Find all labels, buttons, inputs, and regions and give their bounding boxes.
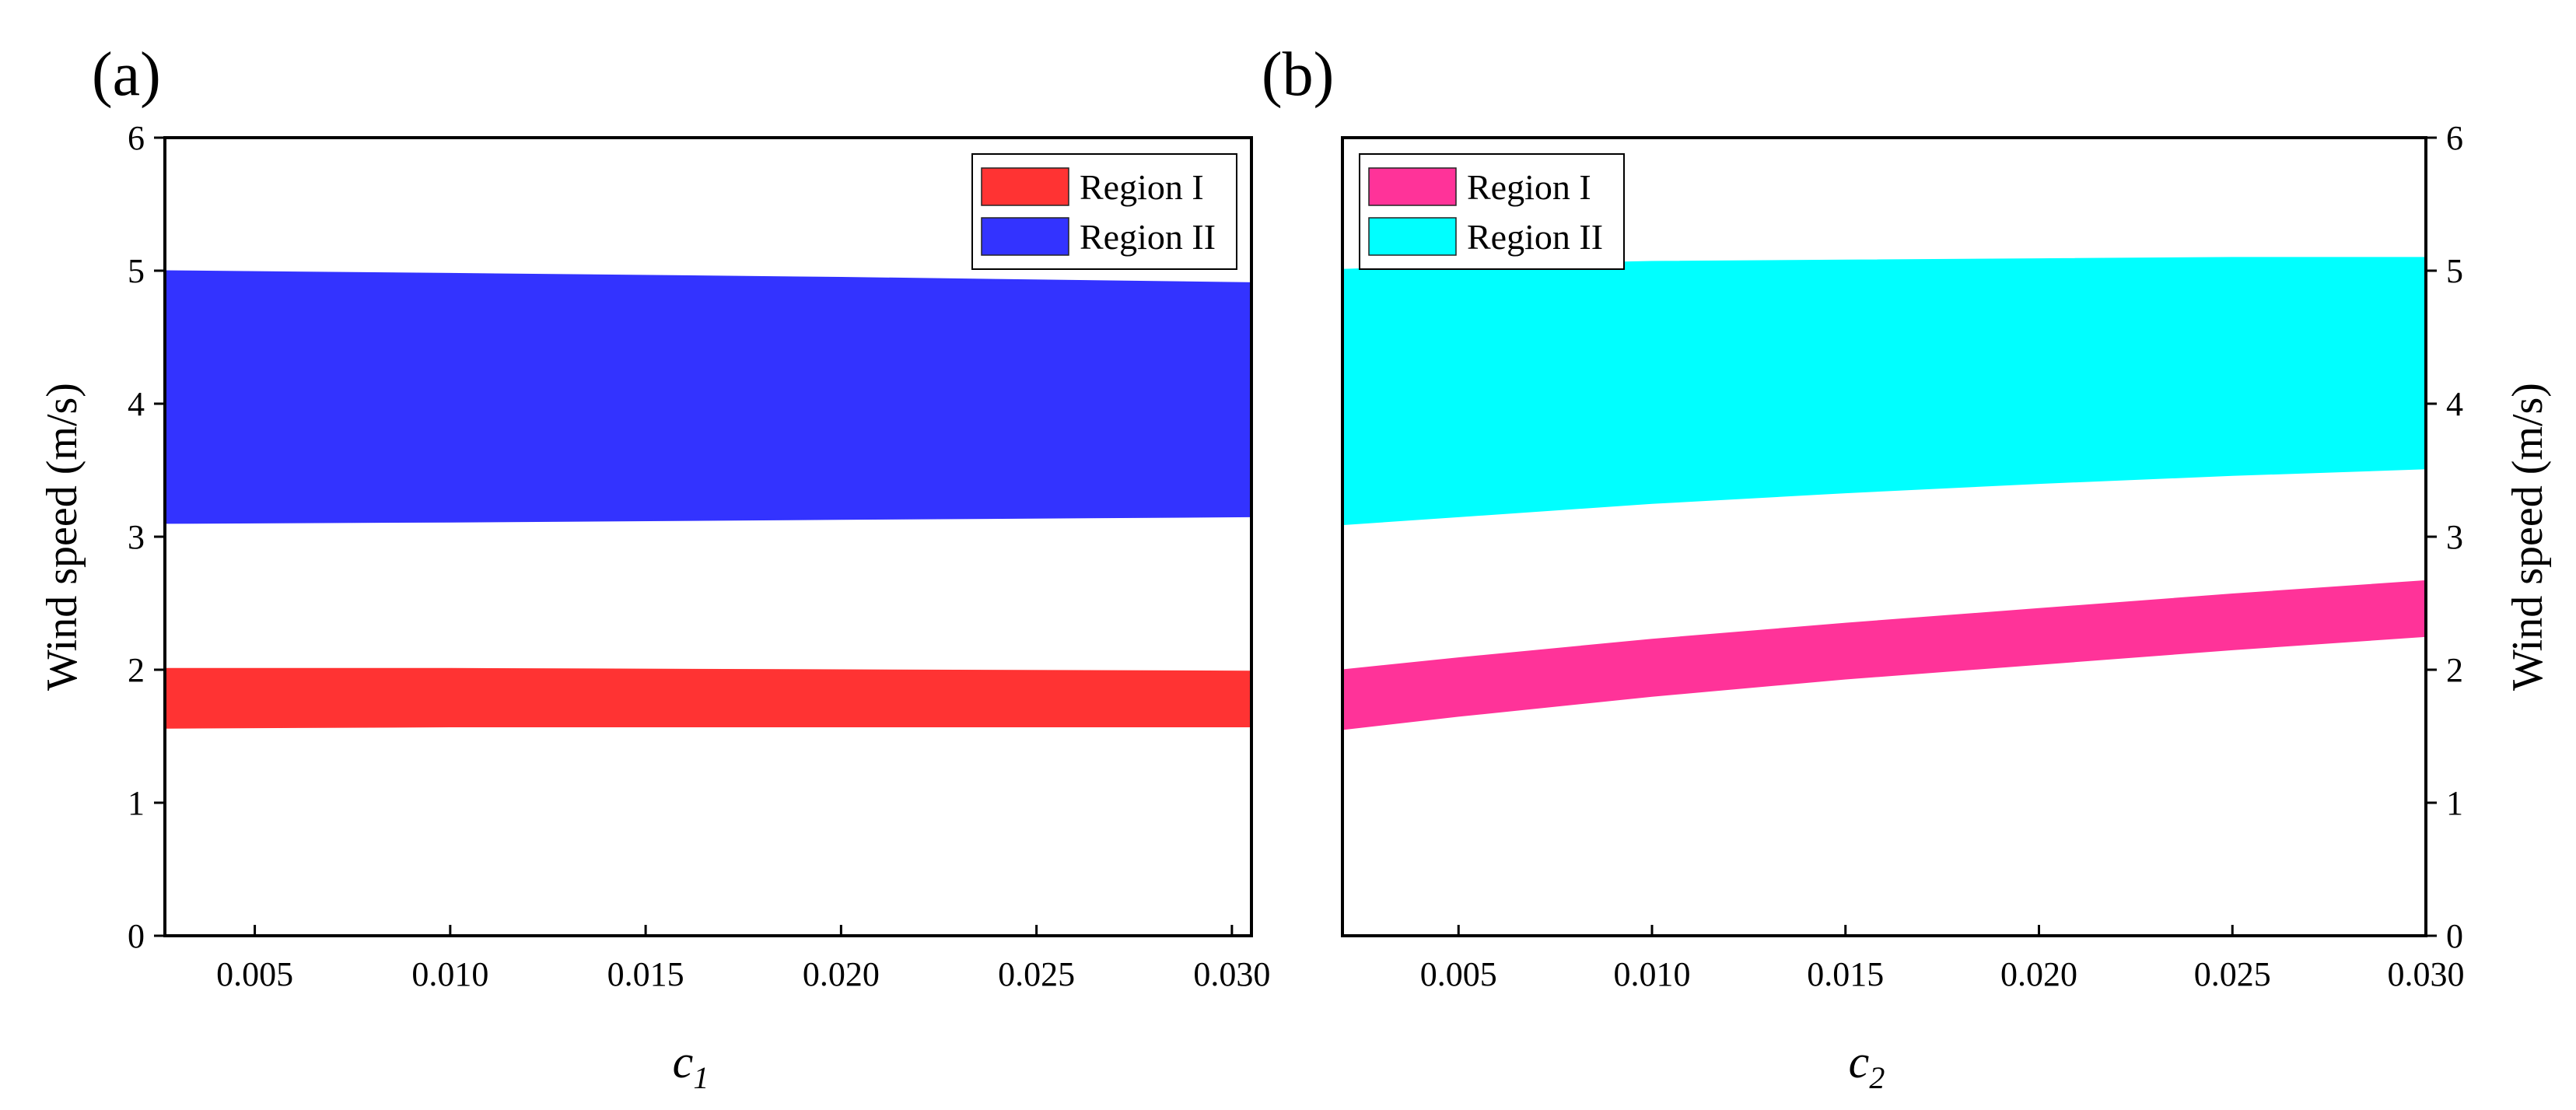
panel-a-legend-swatch xyxy=(981,217,1069,256)
panel-b-x-axis-symbol: c xyxy=(1849,1036,1870,1087)
panel-b-x-tick-label: 0.025 xyxy=(2194,955,2271,993)
panel-a-y-tick-label: 2 xyxy=(128,651,145,689)
panel-b-y-tick-label: 0 xyxy=(2446,917,2463,955)
panel-b-x-axis-title: c2 xyxy=(1849,1036,1885,1095)
panel-a-x-tick-label: 0.010 xyxy=(411,955,488,993)
panel-a-legend-label: Region I xyxy=(1080,167,1204,207)
panel-a-y-axis-title: Wind speed (m/s) xyxy=(38,383,86,691)
panel-a-y-tick-label: 3 xyxy=(128,518,145,556)
panel-b-bands xyxy=(1342,257,2427,730)
panel-a: (a) 0.005 0.010 0.015 0.020 0.025 0.030 0 1 2 3 4 5… xyxy=(38,40,1270,1095)
panel-b-x-tick-label: 0.030 xyxy=(2388,955,2465,993)
panel-a-x-axis-symbol: c xyxy=(673,1036,694,1087)
panel-b-y-tick-label: 6 xyxy=(2446,119,2463,157)
panel-a-x-tick-label: 0.025 xyxy=(998,955,1075,993)
panel-b-legend-label: Region II xyxy=(1467,217,1603,257)
panel-a-tag: (a) xyxy=(92,40,161,109)
panel-a-band-region-i xyxy=(164,667,1252,729)
panel-b-tag: (b) xyxy=(1262,40,1334,109)
panel-a-y-tick-label: 0 xyxy=(128,917,145,955)
panel-b-y-tick-label: 5 xyxy=(2446,252,2463,290)
panel-a-x-tick-label: 0.030 xyxy=(1193,955,1270,993)
panel-a-legend: Region I Region II xyxy=(971,153,1237,270)
panel-b-legend-swatch xyxy=(1368,217,1457,256)
panel-a-y-tick-label: 6 xyxy=(128,119,145,157)
panel-b-y-tick-label: 4 xyxy=(2446,385,2463,423)
panel-b-band-region-i xyxy=(1342,580,2427,730)
panel-a-x-axis-title: c1 xyxy=(673,1036,709,1095)
panel-b-legend-swatch xyxy=(1368,167,1457,206)
panel-a-y-tick-label: 1 xyxy=(128,784,145,822)
panel-b-legend-label: Region I xyxy=(1467,167,1591,207)
panel-a-legend-label: Region II xyxy=(1080,217,1216,257)
panel-b-band-region-ii xyxy=(1342,257,2427,526)
panel-a-x-tick-label: 0.005 xyxy=(216,955,293,993)
panel-a-x-axis-subscript: 1 xyxy=(693,1060,709,1095)
panel-b-x-tick-label: 0.020 xyxy=(2000,955,2077,993)
panel-b-x-axis-subscript: 2 xyxy=(1869,1060,1885,1095)
panel-a-x-tick-label: 0.020 xyxy=(803,955,880,993)
panel-b-x-tick-label: 0.005 xyxy=(1420,955,1497,993)
panel-a-y-tick-label: 4 xyxy=(128,385,145,423)
panel-a-x-tick-label: 0.015 xyxy=(607,955,684,993)
panel-b-y-axis-title: Wind speed (m/s) xyxy=(2504,383,2552,691)
panel-b-y-tick-label: 1 xyxy=(2446,784,2463,822)
panel-a-ticks: 0.005 0.010 0.015 0.020 0.025 0.030 0 1 2 3 4 5 6 xyxy=(128,119,1270,993)
panel-b-y-tick-label: 2 xyxy=(2446,651,2463,689)
panel-b-legend: Region I Region II xyxy=(1359,153,1625,270)
panel-a-bands xyxy=(164,270,1252,729)
panel-b-x-tick-label: 0.015 xyxy=(1807,955,1884,993)
panel-b-y-tick-label: 3 xyxy=(2446,518,2463,556)
panel-a-y-tick-label: 5 xyxy=(128,252,145,290)
panel-a-legend-swatch xyxy=(981,167,1069,206)
panel-a-band-region-ii xyxy=(164,270,1252,524)
panel-b-x-tick-label: 0.010 xyxy=(1614,955,1691,993)
